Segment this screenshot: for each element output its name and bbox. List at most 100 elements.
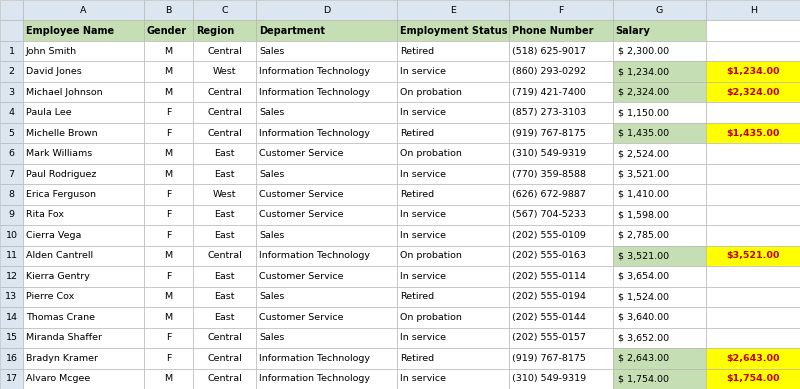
Bar <box>194 184 256 205</box>
Bar <box>706 0 800 21</box>
Bar <box>706 184 800 205</box>
Text: West: West <box>213 67 237 76</box>
Bar <box>398 21 509 41</box>
Text: Information Technology: Information Technology <box>259 354 370 363</box>
Text: G: G <box>656 6 663 15</box>
Text: (202) 555-0144: (202) 555-0144 <box>512 313 586 322</box>
Text: $2,324.00: $2,324.00 <box>726 88 780 96</box>
Bar <box>613 21 706 41</box>
Text: 10: 10 <box>6 231 18 240</box>
Text: $ 2,300.00: $ 2,300.00 <box>618 47 669 56</box>
Bar <box>194 368 256 389</box>
Text: (860) 293-0292: (860) 293-0292 <box>512 67 586 76</box>
Bar <box>143 246 194 266</box>
Text: In service: In service <box>400 170 446 179</box>
Text: 4: 4 <box>9 108 14 117</box>
Bar <box>256 246 398 266</box>
Bar <box>706 41 800 61</box>
Text: Customer Service: Customer Service <box>259 313 343 322</box>
Text: D: D <box>323 6 330 15</box>
Bar <box>0 102 23 123</box>
Bar <box>706 266 800 287</box>
Bar <box>706 348 800 368</box>
Bar <box>509 123 613 143</box>
Text: 9: 9 <box>9 210 14 219</box>
Bar <box>398 61 509 82</box>
Text: 11: 11 <box>6 251 18 260</box>
Text: In service: In service <box>400 374 446 383</box>
Text: (719) 421-7400: (719) 421-7400 <box>512 88 586 96</box>
Text: Sales: Sales <box>259 293 284 301</box>
Text: East: East <box>214 272 235 281</box>
Text: John Smith: John Smith <box>26 47 77 56</box>
Bar <box>23 266 143 287</box>
Bar <box>509 307 613 328</box>
Text: (919) 767-8175: (919) 767-8175 <box>512 129 586 138</box>
Text: Thomas Crane: Thomas Crane <box>26 313 95 322</box>
Bar <box>143 21 194 41</box>
Bar <box>398 246 509 266</box>
Text: (919) 767-8175: (919) 767-8175 <box>512 354 586 363</box>
Text: Central: Central <box>207 354 242 363</box>
Bar <box>143 307 194 328</box>
Text: Sales: Sales <box>259 333 284 342</box>
Text: 7: 7 <box>9 170 14 179</box>
Bar <box>23 225 143 246</box>
Bar <box>398 348 509 368</box>
Text: In service: In service <box>400 108 446 117</box>
Text: Sales: Sales <box>259 231 284 240</box>
Bar <box>194 328 256 348</box>
Bar <box>613 368 706 389</box>
Bar <box>194 123 256 143</box>
Bar <box>143 266 194 287</box>
Text: Mark Williams: Mark Williams <box>26 149 92 158</box>
Text: East: East <box>214 210 235 219</box>
Bar <box>613 266 706 287</box>
Bar <box>23 0 143 21</box>
Text: Miranda Shaffer: Miranda Shaffer <box>26 333 102 342</box>
Text: F: F <box>166 190 171 199</box>
Bar <box>143 164 194 184</box>
Bar <box>509 328 613 348</box>
Text: 3: 3 <box>8 88 14 96</box>
Bar <box>706 143 800 164</box>
Bar <box>613 143 706 164</box>
Text: East: East <box>214 170 235 179</box>
Text: 8: 8 <box>9 190 14 199</box>
Bar <box>23 143 143 164</box>
Text: Paul Rodriguez: Paul Rodriguez <box>26 170 96 179</box>
Bar <box>509 368 613 389</box>
Text: 17: 17 <box>6 374 18 383</box>
Bar <box>0 21 23 41</box>
Text: Sales: Sales <box>259 170 284 179</box>
Bar <box>398 0 509 21</box>
Bar <box>613 328 706 348</box>
Bar <box>0 287 23 307</box>
Text: In service: In service <box>400 67 446 76</box>
Bar <box>256 184 398 205</box>
Text: $1,234.00: $1,234.00 <box>726 67 780 76</box>
Text: $ 3,654.00: $ 3,654.00 <box>618 272 669 281</box>
Bar <box>613 102 706 123</box>
Bar <box>398 266 509 287</box>
Text: M: M <box>165 374 173 383</box>
Text: Central: Central <box>207 129 242 138</box>
Text: Cierra Vega: Cierra Vega <box>26 231 82 240</box>
Text: Information Technology: Information Technology <box>259 129 370 138</box>
Text: Central: Central <box>207 333 242 342</box>
Bar <box>0 246 23 266</box>
Text: In service: In service <box>400 333 446 342</box>
Text: $ 1,524.00: $ 1,524.00 <box>618 293 669 301</box>
Text: M: M <box>165 251 173 260</box>
Bar <box>398 102 509 123</box>
Bar <box>194 225 256 246</box>
Bar <box>398 143 509 164</box>
Bar <box>23 184 143 205</box>
Bar <box>256 143 398 164</box>
Bar <box>143 41 194 61</box>
Text: Customer Service: Customer Service <box>259 190 343 199</box>
Bar <box>256 41 398 61</box>
Text: (770) 359-8588: (770) 359-8588 <box>512 170 586 179</box>
Bar <box>509 184 613 205</box>
Text: Bradyn Kramer: Bradyn Kramer <box>26 354 98 363</box>
